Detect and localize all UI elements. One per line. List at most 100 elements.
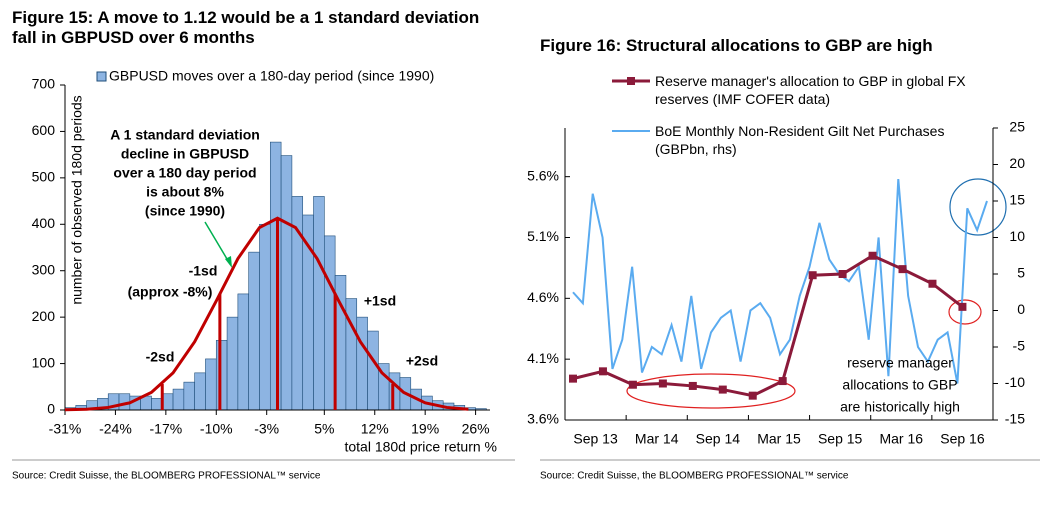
series-line — [572, 254, 964, 398]
marker — [778, 377, 787, 386]
bar — [280, 155, 293, 411]
annotation: allocations to GBP — [842, 377, 957, 393]
x-tick-label: -3% — [254, 421, 279, 437]
bar — [259, 223, 271, 411]
x-tick-label: Mar 14 — [635, 431, 679, 447]
normal-curve — [64, 216, 469, 412]
marker — [898, 265, 907, 274]
y-tick-label: 300 — [32, 261, 56, 277]
x-tick-label: Sep 14 — [696, 431, 741, 447]
y-tick-label: 5.1% — [527, 228, 559, 244]
marker — [748, 391, 757, 400]
highlight-ellipse — [948, 299, 982, 325]
y2-tick-label: 10 — [1009, 228, 1025, 244]
annotation: -1sd — [189, 263, 218, 279]
marker — [569, 374, 577, 383]
series-line — [572, 179, 988, 384]
y-tick-label: 500 — [32, 169, 56, 185]
x-tick-label: -17% — [150, 421, 183, 437]
x-tick-label: Sep 16 — [940, 431, 985, 447]
x-tick-label: 5% — [314, 421, 334, 437]
x-axis-label: total 180d price return % — [344, 439, 497, 455]
highlight-ellipse — [626, 373, 796, 409]
highlight-circle — [949, 178, 1007, 236]
bar — [248, 251, 260, 411]
marker — [628, 380, 637, 389]
legend-label: Reserve manager's allocation to GBP in g… — [655, 73, 966, 107]
source: Source: Credit Suisse, the BLOOMBERG PRO… — [540, 471, 849, 482]
chart-title: Figure 15: A move to 1.12 would be a 1 s… — [12, 8, 480, 47]
bar — [151, 398, 163, 411]
marker — [928, 279, 937, 288]
note: over a 180 day period — [113, 165, 256, 181]
bar — [183, 381, 195, 411]
y-axis-label: number of observed 180d periods — [69, 95, 85, 304]
annotation: +1sd — [364, 293, 396, 309]
annotation: reserve manager — [847, 355, 953, 371]
arrow — [204, 221, 231, 265]
y-tick-label: 5.6% — [527, 167, 559, 183]
y-tick-label: 4.1% — [527, 350, 559, 366]
y-tick-label: 4.6% — [527, 289, 559, 305]
y-tick-label: 200 — [32, 308, 56, 324]
y-tick-label: 100 — [32, 354, 56, 370]
y-tick-label: 3.6% — [527, 411, 559, 427]
bar — [215, 340, 228, 411]
x-tick-label: Sep 13 — [573, 431, 618, 447]
y-tick-label: 700 — [32, 76, 56, 92]
bar — [226, 316, 239, 411]
y-tick-label: 400 — [32, 215, 56, 231]
x-tick-label: 26% — [462, 421, 490, 437]
bar — [194, 372, 206, 411]
note: A 1 standard deviation — [110, 127, 260, 143]
bar — [161, 393, 174, 411]
x-tick-label: Mar 16 — [879, 431, 923, 447]
note: (since 1990) — [145, 203, 225, 219]
chart-title: Figure 16: Structural allocations to GBP… — [540, 36, 933, 55]
bar — [172, 388, 185, 411]
x-tick-label: Mar 15 — [757, 431, 801, 447]
x-tick-label: 12% — [361, 421, 389, 437]
legend-marker — [627, 77, 635, 85]
bar — [237, 293, 249, 411]
y-tick-label: 600 — [32, 122, 56, 138]
x-tick-label: -24% — [99, 421, 132, 437]
source: Source: Credit Suisse, the BLOOMBERG PRO… — [12, 471, 321, 482]
legend-label: GBPUSD moves over a 180-day period (sinc… — [109, 68, 434, 84]
y2-tick-label: 15 — [1009, 192, 1025, 208]
legend-label: BoE Monthly Non-Resident Gilt Net Purcha… — [655, 123, 945, 157]
marker — [958, 302, 967, 311]
bar — [205, 358, 217, 411]
annotation: are historically high — [840, 399, 960, 415]
bar — [356, 316, 368, 411]
y2-tick-label: -5 — [1013, 338, 1026, 354]
y2-tick-label: 25 — [1009, 119, 1025, 135]
x-tick-label: -31% — [49, 421, 82, 437]
note: is about 8% — [146, 184, 224, 200]
bar — [313, 196, 325, 411]
marker — [838, 270, 847, 278]
y2-tick-label: 20 — [1009, 155, 1025, 171]
y2-tick-label: -10 — [1005, 374, 1025, 390]
x-tick-label: -10% — [200, 421, 233, 437]
marker — [718, 385, 727, 394]
bar — [269, 141, 282, 411]
y2-tick-label: 5 — [1017, 265, 1025, 281]
x-tick-label: 19% — [411, 421, 439, 437]
marker — [808, 271, 817, 280]
legend-swatch — [96, 71, 107, 82]
note: decline in GBPUSD — [121, 146, 249, 162]
bar — [388, 372, 401, 411]
marker — [688, 381, 697, 390]
y-tick-label: 0 — [47, 401, 55, 417]
bar — [367, 330, 379, 411]
y2-tick-label: -15 — [1005, 411, 1025, 427]
annotation: +2sd — [406, 353, 438, 369]
x-tick-label: Sep 15 — [818, 431, 863, 447]
y2-tick-label: 0 — [1017, 301, 1025, 317]
bar — [324, 235, 336, 411]
marker — [658, 379, 667, 388]
marker — [598, 367, 607, 376]
